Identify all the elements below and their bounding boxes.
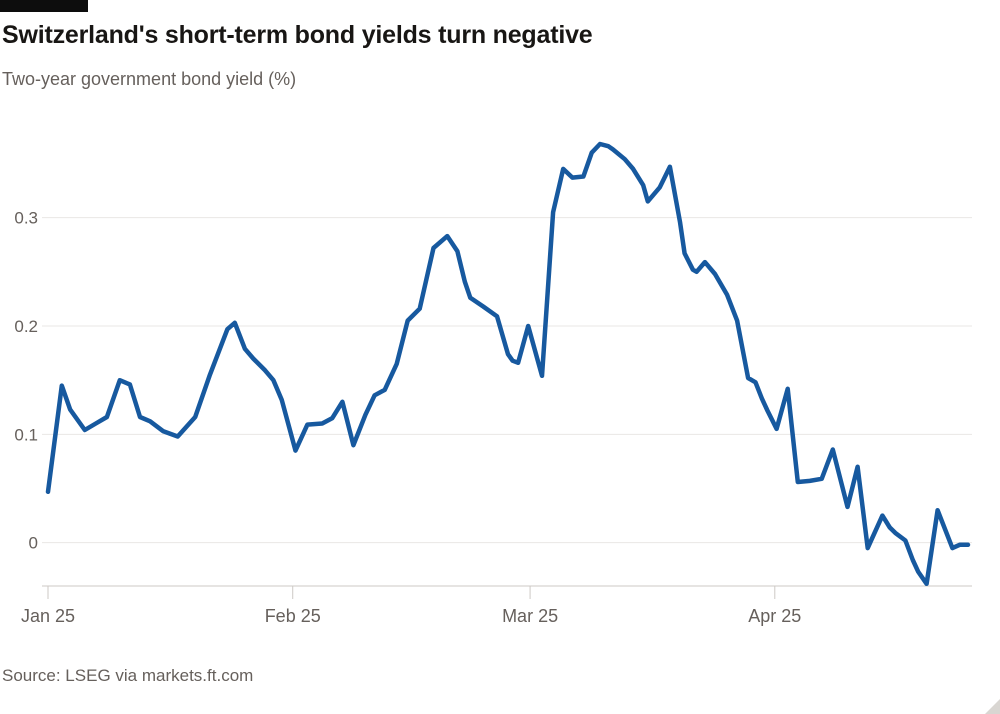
source-caption: Source: LSEG via markets.ft.com <box>2 666 254 685</box>
y-axis-label: 0.1 <box>14 425 38 444</box>
x-axis-label: Feb 25 <box>265 606 321 626</box>
ft-accent-bar <box>0 0 88 12</box>
x-axis-label: Mar 25 <box>502 606 558 626</box>
resize-handle-icon[interactable] <box>985 699 1000 714</box>
x-axis-label: Apr 25 <box>748 606 801 626</box>
chart-subtitle: Two-year government bond yield (%) <box>2 69 297 89</box>
y-axis-label: 0.3 <box>14 209 38 228</box>
y-axis-label: 0.2 <box>14 317 38 336</box>
yield-line-series <box>45 141 971 587</box>
y-axis-label: 0 <box>29 534 38 553</box>
chart-title: Switzerland's short-term bond yields tur… <box>2 21 593 49</box>
x-axis-label: Jan 25 <box>21 606 75 626</box>
